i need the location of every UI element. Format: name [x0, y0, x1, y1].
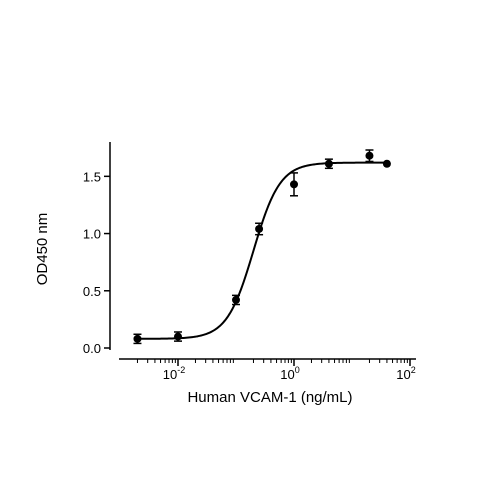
x-tick-label-base: 10 [280, 367, 294, 382]
x-tick-label-base: 10 [396, 367, 410, 382]
axes [109, 142, 416, 360]
y-tick-label: 0.5 [83, 284, 101, 299]
data-point [365, 149, 374, 163]
data-marker [382, 159, 391, 168]
data-point [255, 222, 264, 236]
data-point [133, 333, 142, 345]
x-axis-title: Human VCAM-1 (ng/mL) [187, 389, 352, 406]
data-marker [232, 295, 240, 304]
data-point [290, 172, 298, 197]
data-marker [365, 151, 374, 160]
x-tick-label: 100 [280, 365, 299, 382]
data-marker [255, 224, 264, 233]
tick-marks: 0.00.51.01.510-2 100 102 [83, 169, 416, 382]
x-tick-label-exponent: 2 [411, 365, 416, 375]
data-points-layer [133, 149, 391, 345]
y-tick-label: 1.0 [83, 227, 101, 242]
y-axis-title: OD450 nm [34, 213, 51, 286]
data-point [382, 159, 391, 168]
x-tick-label: 10-2 [163, 365, 185, 382]
x-tick-label-base: 10 [163, 367, 177, 382]
x-tick-label-exponent: 0 [295, 365, 300, 375]
fit-curve [137, 161, 387, 340]
data-marker [174, 332, 182, 341]
y-tick-label: 1.5 [83, 169, 101, 184]
fit-curve-layer [137, 161, 387, 340]
data-point [232, 294, 240, 306]
data-point [324, 158, 333, 170]
y-tick-label: 0.0 [83, 341, 101, 356]
data-marker [290, 180, 298, 189]
data-marker [133, 334, 142, 343]
data-point [174, 331, 182, 342]
data-marker [324, 159, 333, 168]
x-tick-label: 102 [396, 365, 415, 382]
x-tick-label-exponent: -2 [177, 365, 185, 375]
